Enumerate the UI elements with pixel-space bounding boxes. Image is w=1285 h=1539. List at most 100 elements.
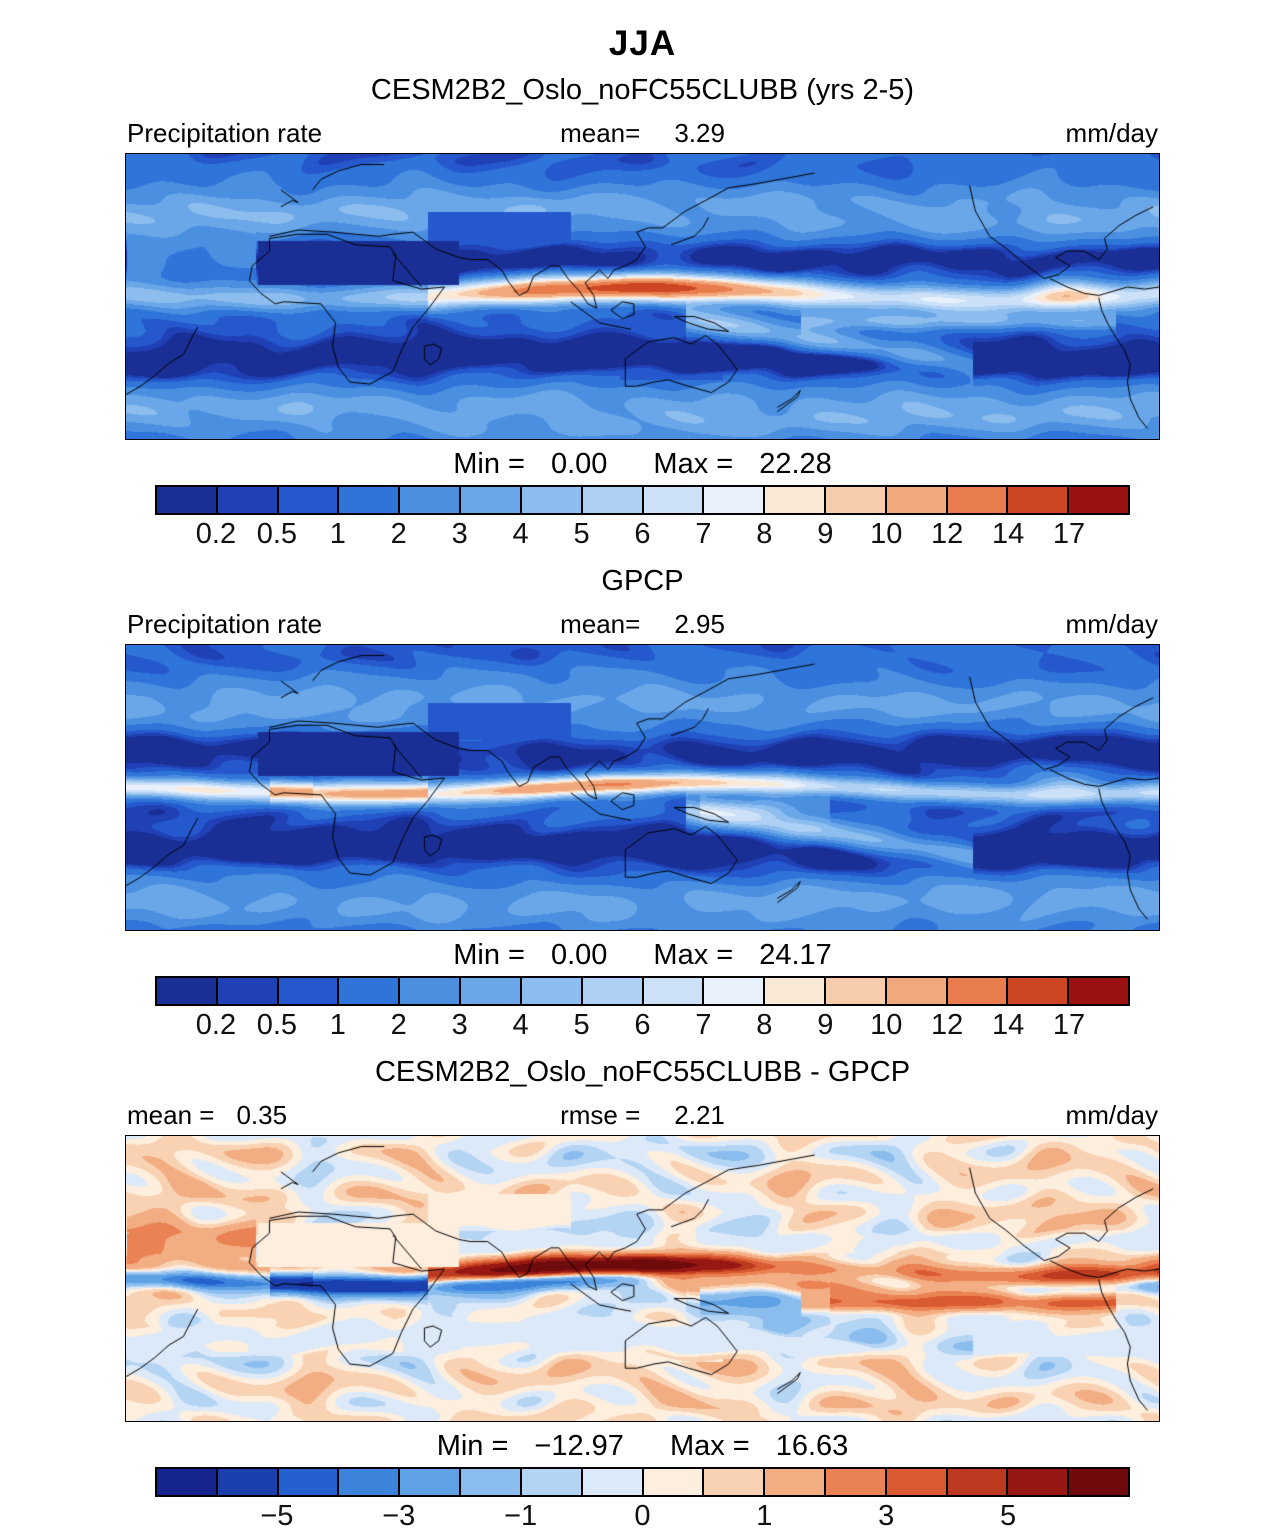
colorbar-tick: 5: [1000, 1500, 1017, 1532]
colorbar-segment: [1069, 978, 1128, 1004]
min-value: 0.00: [550, 939, 608, 971]
colorbar-segment: [339, 978, 401, 1004]
colorbar-precip: 0.2 0.5 1 2 3 4 5 6 7 8 9 10 12 14 17: [155, 976, 1130, 1046]
minmax-row: Min = 0.00 Max = 22.28: [125, 448, 1160, 481]
colorbar-tick: 2: [390, 1009, 407, 1041]
colorbar-segment: [521, 1469, 583, 1495]
colorbar-tick: 6: [634, 1009, 651, 1041]
panel-gpcp: GPCP Precipitation rate mean= 2.95 mm/da…: [0, 565, 1285, 1046]
panel-diff-title: CESM2B2_Oslo_noFC55CLUBB - GPCP: [374, 1056, 911, 1088]
colorbar-tick: 0.5: [256, 1009, 298, 1041]
rmse-value: 2.21: [674, 1100, 725, 1130]
mean-label: mean=: [560, 609, 641, 639]
colorbar-tick: −1: [504, 1500, 538, 1532]
colorbar-segment: [217, 1469, 279, 1495]
colorbar-segment: [886, 1469, 948, 1495]
colorbar-tick: 10: [870, 1009, 903, 1041]
colorbar-tick: 5: [573, 518, 590, 550]
colorbar-segment: [1008, 978, 1070, 1004]
colorbar-segment: [643, 1469, 705, 1495]
panel-model-info-row: Precipitation rate mean= 3.29 mm/day: [125, 117, 1160, 153]
colorbar-segment: [704, 487, 766, 513]
colorbar-precip: 0.2 0.5 1 2 3 4 5 6 7 8 9 10 12 14 17: [155, 485, 1130, 555]
colorbar-tick: 2: [390, 518, 407, 550]
colorbar-segment: [217, 978, 279, 1004]
colorbar-tick: 6: [634, 518, 651, 550]
colorbar-tick: 12: [931, 518, 964, 550]
panel-gpcp-title: GPCP: [601, 565, 684, 597]
colorbar-tick: 5: [573, 1009, 590, 1041]
colorbar-segment: [947, 978, 1009, 1004]
colorbar-tick: 7: [695, 1009, 712, 1041]
max-label: Max =: [653, 939, 734, 971]
precipitation-map-model: [125, 153, 1160, 440]
min-value: −12.97: [534, 1430, 624, 1462]
colorbar-tick: 9: [817, 1009, 834, 1041]
colorbar-segments: [155, 1467, 1130, 1497]
colorbar-tick: 3: [451, 518, 468, 550]
colorbar-segment: [339, 487, 401, 513]
colorbar-segment: [825, 487, 887, 513]
max-label: Max =: [669, 1430, 750, 1462]
colorbar-segment: [643, 487, 705, 513]
colorbar-tick: 1: [756, 1500, 773, 1532]
colorbar-tick: 17: [1052, 518, 1086, 550]
colorbar-tick: 0: [634, 1500, 651, 1532]
colorbar-segment: [217, 487, 279, 513]
colorbar-segment: [1008, 1469, 1070, 1495]
colorbar-segment: [400, 487, 462, 513]
units-label: mm/day: [1065, 1100, 1158, 1130]
colorbar-segment: [765, 978, 826, 1004]
mean-value: 2.95: [674, 609, 725, 639]
colorbar-tick: 3: [451, 1009, 468, 1041]
colorbar-segment: [400, 1469, 462, 1495]
panel-diff-info-row: mean = 0.35 rmse = 2.21 mm/day: [125, 1099, 1160, 1135]
minmax-row: Min = 0.00 Max = 24.17: [125, 939, 1160, 972]
colorbar-tick: 0.2: [195, 1009, 237, 1041]
colorbar-tick: 1: [329, 518, 346, 550]
colorbar-segment: [461, 1469, 522, 1495]
colorbar-tick: 12: [931, 1009, 964, 1041]
mean-value: 3.29: [674, 118, 725, 148]
min-label: Min =: [436, 1430, 509, 1462]
colorbar-segment: [521, 487, 583, 513]
min-label: Min =: [453, 448, 525, 480]
colorbar-segment: [461, 978, 522, 1004]
colorbar-tick: 8: [756, 1009, 773, 1041]
min-label: Min =: [453, 939, 525, 971]
precipitation-diff-map: [125, 1135, 1160, 1422]
max-value: 16.63: [775, 1430, 849, 1462]
colorbar-segment: [947, 487, 1009, 513]
colorbar-segment: [1008, 487, 1070, 513]
colorbar-segments: [155, 485, 1130, 515]
colorbar-segment: [278, 487, 340, 513]
panel-gpcp-info-row: Precipitation rate mean= 2.95 mm/day: [125, 608, 1160, 644]
colorbar-segment: [704, 978, 766, 1004]
colorbar-segment: [704, 1469, 766, 1495]
colorbar-tick: 3: [878, 1500, 895, 1532]
field-label: Precipitation rate: [127, 118, 323, 148]
colorbar-segment: [947, 1469, 1009, 1495]
colorbar-segment: [1069, 1469, 1128, 1495]
colorbar-segment: [521, 978, 583, 1004]
colorbar-segment: [582, 487, 644, 513]
colorbar-diff: −5 −3 −1 0 1 3 5: [155, 1467, 1130, 1537]
colorbar-segments: [155, 976, 1130, 1006]
colorbar-segment: [461, 487, 522, 513]
colorbar-tick: 4: [512, 518, 529, 550]
figure-title: JJA: [608, 24, 677, 63]
colorbar-segment: [400, 978, 462, 1004]
max-label: Max =: [653, 448, 734, 480]
colorbar-tick: 14: [991, 1009, 1025, 1041]
colorbar-segment: [339, 1469, 401, 1495]
max-value: 24.17: [759, 939, 832, 971]
colorbar-segment: [157, 978, 218, 1004]
units-label: mm/day: [1065, 609, 1158, 639]
colorbar-segment: [278, 1469, 340, 1495]
colorbar-tick: 1: [329, 1009, 346, 1041]
mean-value: 0.35: [236, 1100, 288, 1130]
colorbar-tick: 0.2: [195, 518, 237, 550]
colorbar-tick: 8: [756, 518, 773, 550]
min-value: 0.00: [550, 448, 608, 480]
